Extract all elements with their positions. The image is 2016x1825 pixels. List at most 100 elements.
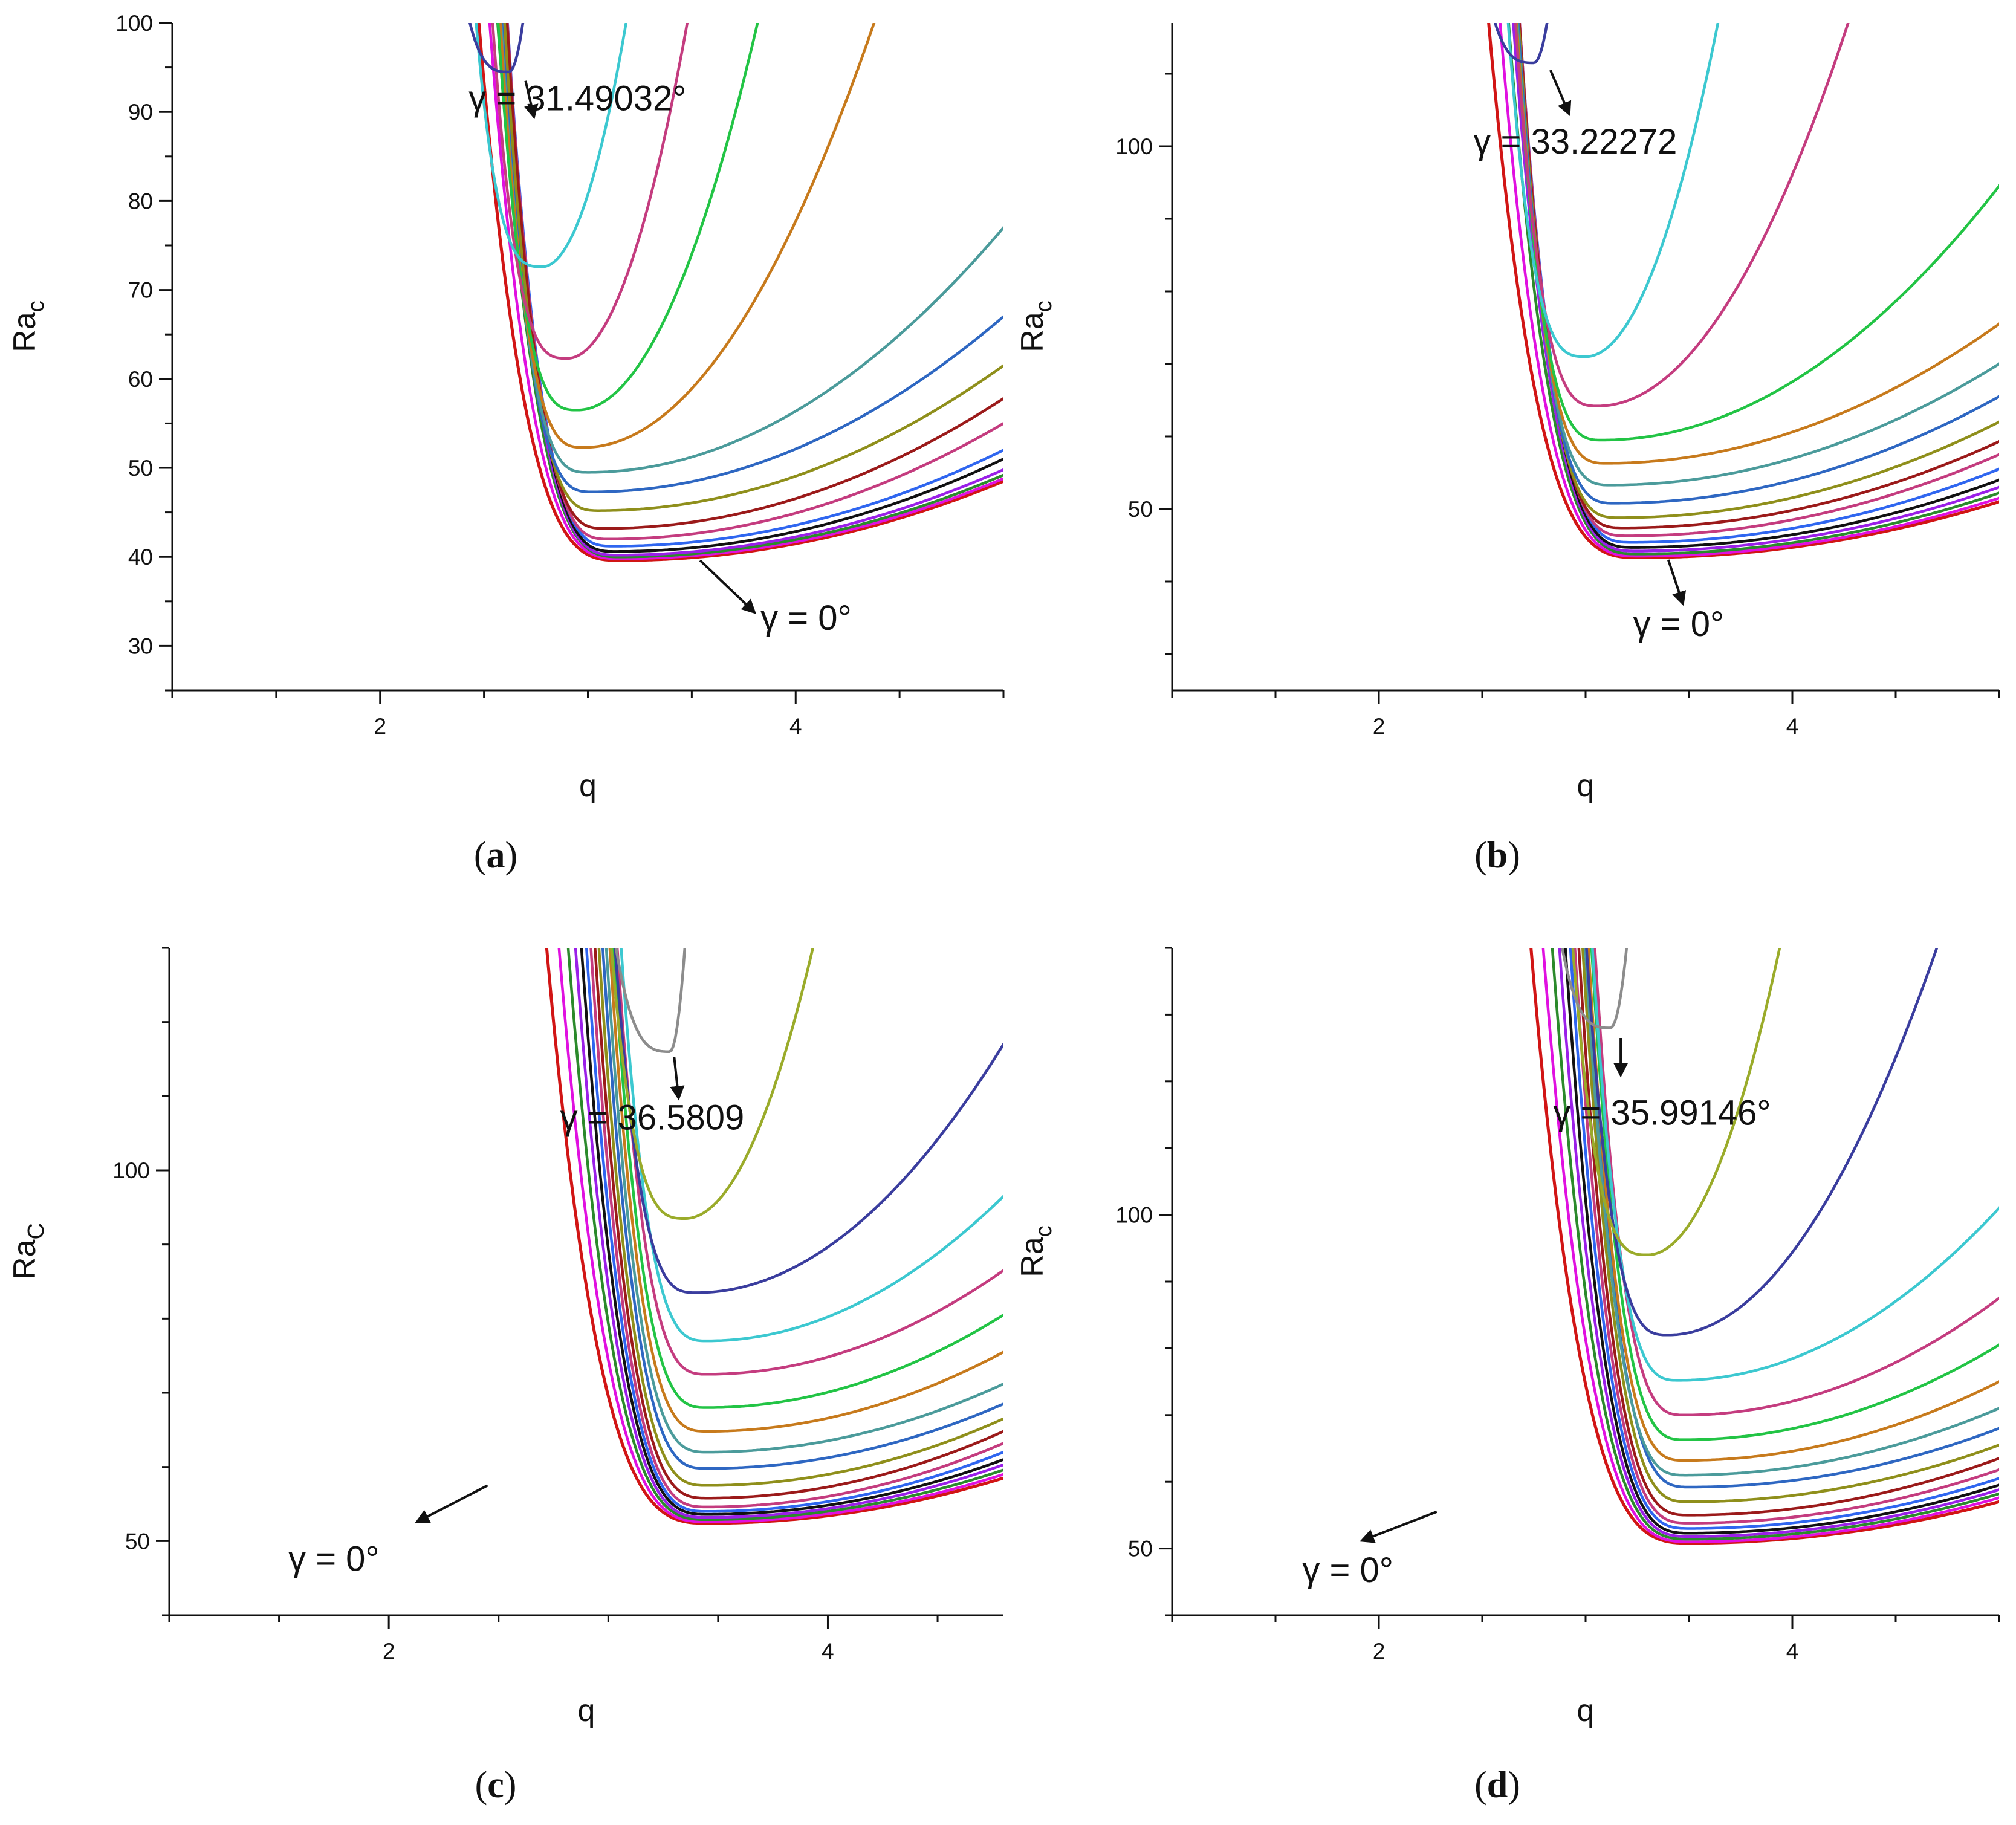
panel-b-curve-14 [1514,23,1850,407]
panel-c-curve-4 [574,948,1003,1519]
panel-c-curve-5 [580,948,1003,1516]
panel-b-curve-8 [1518,23,1999,530]
panel-c-curve-2 [557,948,1003,1523]
panel-b-curve-7 [1518,23,1999,537]
panel-d-curve-15 [1591,948,1999,1382]
panel-d-curve-11 [1584,948,1999,1477]
panel-a-y-tick-label: 90 [128,100,153,125]
panel-c-annotation-label: γ = 0° [288,1539,380,1578]
panel-c-curve-6 [585,948,1003,1513]
panel-c-y-tick-label: 100 [112,1158,150,1183]
panel-a-y-tick-label: 80 [128,189,153,213]
panel-c-curve-15 [620,948,1003,1343]
panel-d-curve-3 [1551,948,1999,1541]
panel-b-y-tick-label: 100 [1115,134,1153,159]
panel-b-y-tick-label: 50 [1128,497,1153,522]
panel-a-x-tick-label: 2 [374,714,386,739]
panel-c-curve-9 [597,948,1003,1487]
panel-d-annotation-label: γ = 35.99146° [1553,1094,1771,1133]
panel-a-annotation-arrow [699,559,756,614]
panel-d-curve-16 [1585,948,1939,1337]
panel-b-curves [1487,23,1999,559]
panel-c-curve-7 [589,948,1003,1509]
panel-d-y-tick-label: 100 [1115,1203,1153,1228]
panel-d-caption-letter: d [1486,1765,1508,1806]
panel-d-curves [1529,948,1999,1545]
panel-a-curve-7 [506,23,1003,541]
panel-c-curve-14 [615,948,1003,1376]
panel-a-y-tick-label: 30 [128,634,153,658]
panel-d-chart: 2 4 50 100 q Rac γ = 35.99146° γ = 0° [1015,947,2000,1728]
panel-a-curve-13 [496,23,759,412]
panel-a-annotation-label: γ = 0° [760,598,852,638]
panel-b-annotation-label: γ = 0° [1633,605,1725,644]
panel-d-y-tick-label: 50 [1128,1537,1153,1561]
panel-a-curve-10 [500,23,1003,493]
panel-b-caption-letter: b [1486,835,1508,876]
panel-b-curve-1 [1487,23,1999,559]
panel-b-x-tick-label: 2 [1373,714,1386,739]
panel-a-y-tick-label: 100 [115,11,153,36]
panel-d-curve-17 [1571,948,1781,1257]
panel-c-x-axis-title: q [578,1693,595,1728]
panel-b-curve-2 [1499,23,1999,558]
panel-a-y-tick-label: 70 [128,278,153,303]
panel-b-x-axis-title: q [1577,768,1595,803]
panel-d-y-axis-title: Rac [1015,1225,1057,1277]
panel-c-curve-13 [612,948,1003,1409]
panel-d-annotation-label: γ = 0° [1302,1551,1393,1590]
panel-a-x-axis-title: q [579,768,597,803]
panel-d-curve-4 [1558,948,1999,1538]
panel-d-curve-1 [1529,948,1999,1545]
panel-b-curve-12 [1515,23,1999,465]
panel-d-curve-6 [1569,948,1999,1530]
panel-a-curve-1 [477,23,1003,562]
panel-d-curve-2 [1541,948,1999,1543]
panel-a-curve-14 [491,23,689,360]
panel-c-chart: 2 4 50 100 q RaC γ = 36.5809 γ = 0° [7,947,1003,1728]
panel-b-curve-9 [1517,23,1999,519]
panel-d-x-tick-label: 4 [1786,1639,1799,1664]
panel-c-curve-12 [608,948,1003,1433]
panel-c-x-tick-label: 4 [822,1639,834,1664]
panel-c-y-tick-label: 50 [125,1529,150,1554]
panel-a-curve-3 [496,23,1003,559]
panel-a-curve-9 [503,23,1003,512]
panel-c-curve-11 [604,948,1003,1454]
panel-a-curve-12 [499,23,876,449]
panel-b-annotation-arrow [1667,559,1687,606]
panel-d-x-axis-title: q [1577,1693,1595,1728]
panel-c-caption: (c) [475,1765,517,1806]
panel-d-x-tick-label: 2 [1373,1639,1386,1664]
panel-c-annotation-arrow [415,1484,488,1523]
panel-c-curve-8 [594,948,1003,1500]
panel-a-curve-16 [468,23,525,74]
panel-a-annotation-arrow [524,80,539,120]
panel-c-annotation-arrow [670,1057,685,1101]
panel-d-curve-5 [1564,948,1999,1535]
panel-a-caption: (a) [473,835,518,876]
panel-b-annotation-arrow [1549,70,1572,117]
panel-d-curve-9 [1581,948,1999,1503]
panel-b-chart: 2 4 50 100 q Rac γ = 33.22272 γ = 0° [1015,23,2000,803]
panel-a-chart: 2 4 30 40 50 60 70 80 90 100 q Rac γ = 31.49032° γ = … [7,11,1005,803]
panel-c-y-axis-title: RaC [7,1223,49,1280]
panel-b-curve-15 [1506,23,1720,358]
panel-a-curve-6 [506,23,1003,548]
panel-b-curve-4 [1512,23,1999,553]
panel-b-annotation-label: γ = 33.22272 [1473,122,1677,161]
panel-b-curve-11 [1515,23,1999,487]
panel-a-y-tick-label: 40 [128,545,153,569]
panel-c-x-tick-label: 2 [383,1639,395,1664]
panel-c-caption-letter: c [487,1765,504,1806]
panel-b-curve-10 [1517,23,1999,505]
panel-a-curve-2 [488,23,1003,560]
panel-b-curve-16 [1493,23,1549,65]
panel-a-y-tick-label: 60 [128,367,153,392]
panel-c-curves [545,948,1003,1525]
panel-b-curve-3 [1507,23,1999,556]
panel-a-curve-11 [499,23,1003,474]
panel-c-curve-1 [545,948,1003,1525]
panel-b-caption: (b) [1474,835,1520,876]
